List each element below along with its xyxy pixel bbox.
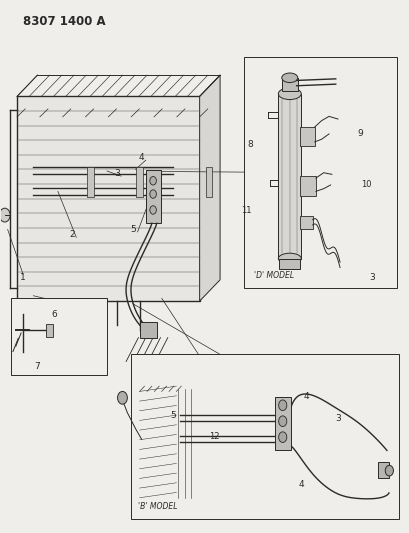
Ellipse shape [278, 88, 301, 100]
Bar [131, 354, 398, 519]
Text: 4: 4 [302, 392, 308, 401]
Circle shape [278, 416, 286, 426]
Circle shape [117, 391, 127, 404]
Bar [300, 176, 315, 196]
Text: 'B' MODEL: 'B' MODEL [137, 503, 177, 512]
Bar [274, 397, 290, 450]
Bar [11, 298, 107, 375]
Bar [136, 167, 143, 197]
Ellipse shape [278, 253, 301, 264]
Bar [145, 170, 161, 223]
Text: 7: 7 [34, 362, 40, 371]
Text: 8307 1400 A: 8307 1400 A [23, 15, 106, 28]
Text: 9: 9 [357, 130, 362, 138]
Polygon shape [199, 75, 220, 301]
Circle shape [149, 190, 156, 198]
Bar [45, 324, 53, 337]
Bar [205, 167, 212, 197]
Bar [140, 321, 156, 337]
Text: 3: 3 [369, 273, 375, 282]
Bar [266, 167, 273, 197]
Text: 4: 4 [139, 153, 144, 162]
Text: 2: 2 [69, 230, 75, 239]
Bar [17, 96, 199, 301]
Bar [300, 216, 312, 229]
Text: 12: 12 [209, 432, 219, 441]
Text: 'D' MODEL: 'D' MODEL [254, 271, 293, 280]
Circle shape [0, 208, 10, 222]
Circle shape [149, 206, 156, 214]
Circle shape [278, 432, 286, 442]
Text: 5: 5 [130, 225, 136, 234]
Bar [378, 462, 388, 478]
Bar [300, 127, 314, 146]
Text: 3: 3 [335, 414, 341, 423]
Bar [243, 56, 396, 288]
Text: 4: 4 [298, 480, 304, 489]
Text: 11: 11 [240, 206, 250, 215]
Text: 10: 10 [360, 180, 371, 189]
Text: 1: 1 [20, 273, 26, 282]
Circle shape [384, 465, 393, 476]
Bar [87, 167, 94, 197]
Bar [281, 78, 297, 91]
Text: 5: 5 [170, 411, 175, 420]
Text: 6: 6 [51, 310, 56, 319]
Bar [279, 259, 299, 269]
Circle shape [278, 400, 286, 410]
Text: 8: 8 [247, 140, 252, 149]
Bar [278, 94, 301, 259]
Circle shape [149, 176, 156, 185]
Text: 3: 3 [114, 169, 120, 178]
Ellipse shape [281, 73, 297, 83]
